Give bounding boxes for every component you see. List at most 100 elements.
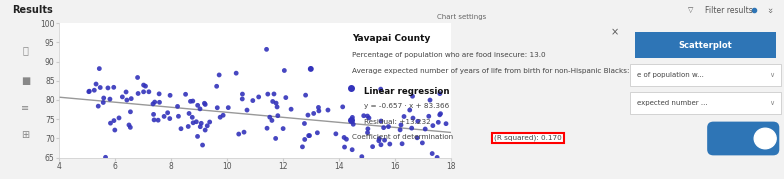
Point [270, 105, 283, 108]
Point [298, 122, 310, 125]
Point [195, 122, 208, 125]
Point [124, 110, 136, 113]
Point [356, 155, 368, 158]
Point [340, 138, 353, 141]
Point [270, 102, 282, 105]
Point [140, 85, 152, 88]
Point [405, 127, 418, 130]
Point [152, 119, 165, 122]
Point [397, 115, 410, 118]
Point [153, 92, 165, 95]
Point [261, 127, 274, 130]
Text: ››: ›› [764, 7, 772, 14]
FancyBboxPatch shape [630, 92, 781, 114]
Point [285, 108, 297, 111]
Point [252, 96, 265, 98]
Point [338, 146, 350, 149]
Point [211, 106, 223, 109]
Point [278, 69, 291, 72]
Point [299, 138, 311, 141]
Point [191, 135, 204, 138]
Point [132, 92, 144, 95]
Text: ∨: ∨ [769, 72, 775, 78]
Text: y = -0.657 · x + 83.366: y = -0.657 · x + 83.366 [364, 103, 449, 109]
Point [434, 92, 446, 95]
Text: ×: × [611, 28, 619, 38]
Point [375, 120, 387, 122]
Point [233, 133, 245, 136]
Point [416, 141, 429, 144]
Point [346, 148, 358, 151]
Point [266, 119, 278, 122]
Text: e of population w...: e of population w... [637, 72, 703, 78]
Point [377, 126, 390, 129]
FancyBboxPatch shape [707, 122, 779, 155]
Point [198, 102, 211, 105]
Point [137, 84, 150, 86]
Point [434, 112, 447, 115]
Point [164, 94, 176, 97]
Point [121, 99, 133, 101]
Point [164, 117, 176, 120]
Text: Scatterplot: Scatterplot [679, 41, 732, 50]
Point [411, 136, 423, 139]
Text: ∨: ∨ [769, 100, 775, 106]
Point [311, 131, 324, 134]
Text: ⊞: ⊞ [21, 130, 30, 140]
Point [329, 132, 342, 135]
FancyBboxPatch shape [630, 64, 781, 86]
Point [222, 106, 234, 109]
Point [113, 117, 125, 119]
Point [396, 142, 408, 145]
Point [346, 116, 358, 119]
Point [184, 100, 197, 103]
Point [383, 143, 396, 146]
Text: 🔍: 🔍 [23, 45, 28, 55]
Point [394, 128, 406, 131]
Text: ■: ■ [21, 76, 30, 86]
Point [419, 128, 431, 130]
Point [93, 67, 106, 70]
Point [147, 113, 160, 116]
Point [302, 114, 314, 117]
Text: (R squared): 0.170: (R squared): 0.170 [494, 134, 562, 141]
Point [172, 115, 185, 118]
Point [92, 105, 104, 108]
Point [361, 115, 374, 117]
Point [426, 152, 438, 155]
Point [120, 91, 132, 93]
Text: ≡: ≡ [21, 103, 30, 113]
Point [379, 139, 391, 142]
Point [373, 137, 386, 140]
Point [187, 100, 199, 102]
Point [191, 104, 204, 107]
Point [262, 93, 274, 96]
Point [434, 113, 446, 116]
Point [83, 90, 96, 93]
Point [194, 107, 206, 110]
Text: ▽: ▽ [688, 7, 694, 13]
Point [260, 48, 273, 51]
Text: Percentage of population who are food insecure: 13.0: Percentage of population who are food in… [353, 52, 546, 58]
Point [236, 93, 249, 96]
Point [423, 115, 435, 118]
Point [171, 105, 183, 108]
Point [303, 134, 315, 137]
Point [321, 109, 334, 112]
Point [394, 124, 407, 126]
Point [296, 145, 309, 148]
Point [147, 103, 159, 105]
Point [299, 94, 312, 97]
Point [217, 114, 230, 117]
Point [423, 99, 436, 101]
Point [108, 129, 121, 131]
Point [303, 134, 316, 137]
Point [97, 101, 110, 104]
Point [404, 109, 416, 112]
Point [431, 156, 444, 159]
Point [347, 123, 360, 126]
Text: expected number ...: expected number ... [637, 100, 707, 106]
Point [107, 119, 120, 122]
Point [90, 83, 103, 85]
Point [148, 101, 161, 103]
